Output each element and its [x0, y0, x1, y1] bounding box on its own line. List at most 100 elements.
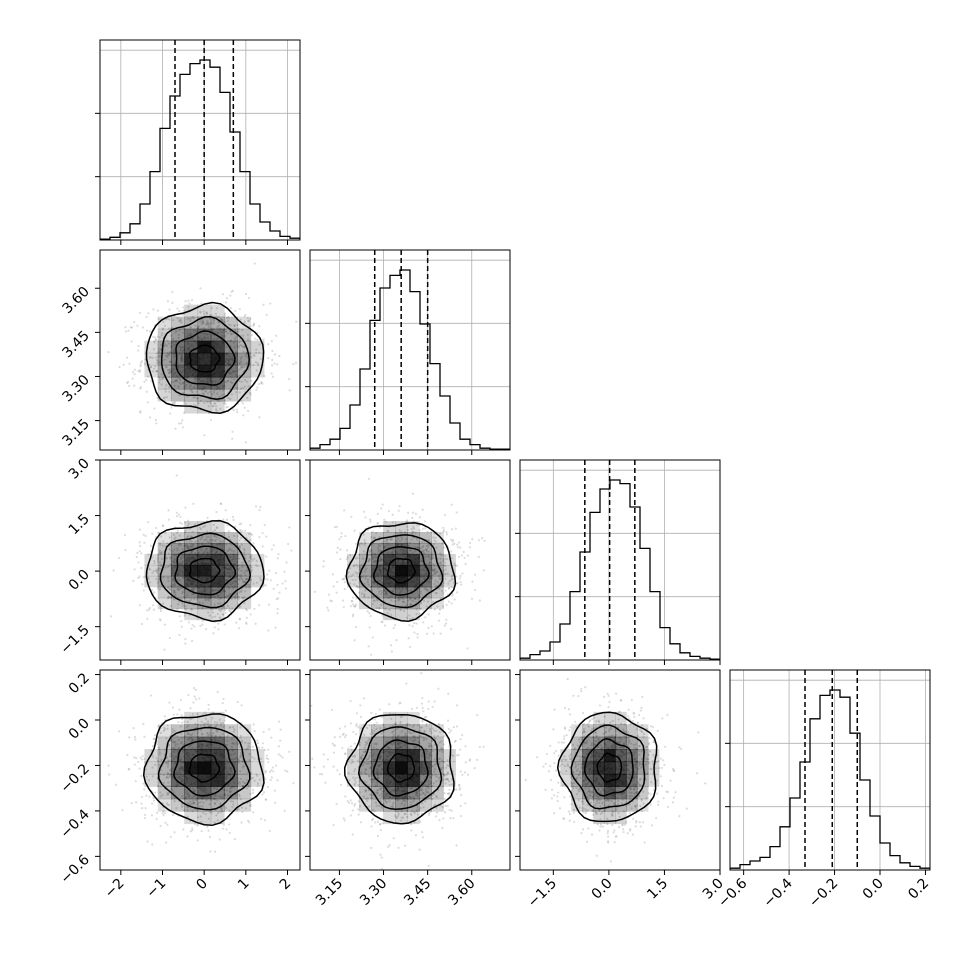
density-bin [250, 553, 265, 566]
density-bin [144, 564, 159, 577]
scatter-point [433, 608, 436, 611]
density-bin [170, 597, 185, 610]
scatter-point [192, 316, 195, 319]
scatter-point [281, 582, 284, 585]
scatter-point [192, 588, 196, 592]
scatter-point [279, 728, 282, 731]
scatter-point [152, 799, 156, 802]
scatter-point [422, 549, 426, 552]
scatter-point [368, 626, 371, 629]
scatter-point [410, 549, 413, 552]
scatter-point [227, 548, 230, 552]
scatter-point [217, 597, 221, 601]
density-bin [157, 376, 172, 390]
scatter-point [255, 581, 259, 584]
scatter-point [224, 509, 227, 512]
scatter-point [226, 794, 229, 797]
scatter-point [327, 593, 331, 596]
density-bin [197, 811, 212, 825]
scatter-point [406, 528, 409, 532]
scatter-point [165, 557, 168, 560]
scatter-point [186, 395, 189, 398]
density-bin [358, 575, 372, 588]
scatter-point [222, 721, 225, 725]
scatter-point [173, 589, 176, 592]
scatter-point [351, 833, 354, 836]
scatter-point [203, 392, 206, 396]
scatter-point [231, 586, 235, 590]
scatter-point [170, 787, 173, 790]
scatter-point [237, 595, 240, 599]
scatter-point [216, 612, 219, 616]
scatter-point [130, 326, 134, 329]
scatter-point [269, 579, 272, 582]
scatter-point [332, 585, 335, 588]
panel-content [310, 250, 510, 450]
scatter-point [233, 728, 236, 731]
scatter-point [162, 576, 165, 579]
scatter-point [389, 644, 393, 647]
scatter-point [205, 538, 208, 541]
scatter-point [410, 603, 413, 606]
scatter-point [140, 360, 144, 363]
density-bin [184, 542, 199, 555]
scatter-point [453, 598, 456, 601]
density-bin [210, 352, 225, 366]
scatter-point [162, 729, 166, 732]
scatter-point [249, 578, 252, 581]
scatter-point [419, 592, 422, 595]
scatter-point [117, 556, 121, 560]
scatter-point [148, 567, 151, 570]
scatter-point [442, 569, 445, 573]
scatter-point [218, 838, 221, 841]
scatter-point [210, 314, 213, 317]
scatter-point [429, 729, 432, 733]
scatter-point [170, 327, 173, 330]
scatter-point [236, 323, 239, 327]
scatter-point [215, 788, 219, 791]
scatter-point [447, 764, 450, 767]
scatter-point [237, 761, 240, 764]
scatter-point [256, 739, 259, 742]
scatter-point [192, 543, 195, 546]
scatter-point [481, 537, 484, 540]
scatter-point [184, 506, 187, 509]
scatter-point [411, 511, 415, 514]
scatter-point [186, 535, 189, 539]
scatter-point [156, 361, 159, 365]
scatter-point [365, 797, 368, 801]
density-bin [223, 597, 238, 610]
scatter-point [169, 596, 172, 599]
density-bin [197, 553, 212, 566]
scatter-point [176, 607, 179, 610]
scatter-point [288, 389, 291, 392]
scatter-point [158, 361, 161, 364]
scatter-point [433, 569, 436, 572]
scatter-point [152, 796, 155, 800]
x-tick-label: −2 [102, 876, 128, 902]
scatter-point [417, 547, 421, 550]
scatter-point [218, 400, 221, 403]
density-bin [223, 364, 238, 378]
scatter-point [440, 589, 444, 592]
scatter-point [427, 700, 430, 703]
scatter-point [459, 738, 462, 741]
scatter-point [191, 623, 194, 627]
scatter-point [242, 365, 246, 369]
scatter-point [398, 529, 401, 532]
scatter-point [150, 814, 154, 817]
scatter-point [165, 354, 168, 358]
scatter-point [211, 539, 214, 542]
density-contour-3 [145, 520, 265, 622]
scatter-point [211, 321, 214, 324]
scatter-point [414, 512, 417, 515]
scatter-point [252, 353, 255, 357]
scatter-point [165, 776, 168, 779]
scatter-point [171, 402, 174, 405]
scatter-point [222, 697, 225, 701]
scatter-point [412, 527, 416, 530]
scatter-point [187, 548, 190, 551]
scatter-point [274, 764, 278, 767]
scatter-point [196, 539, 199, 543]
